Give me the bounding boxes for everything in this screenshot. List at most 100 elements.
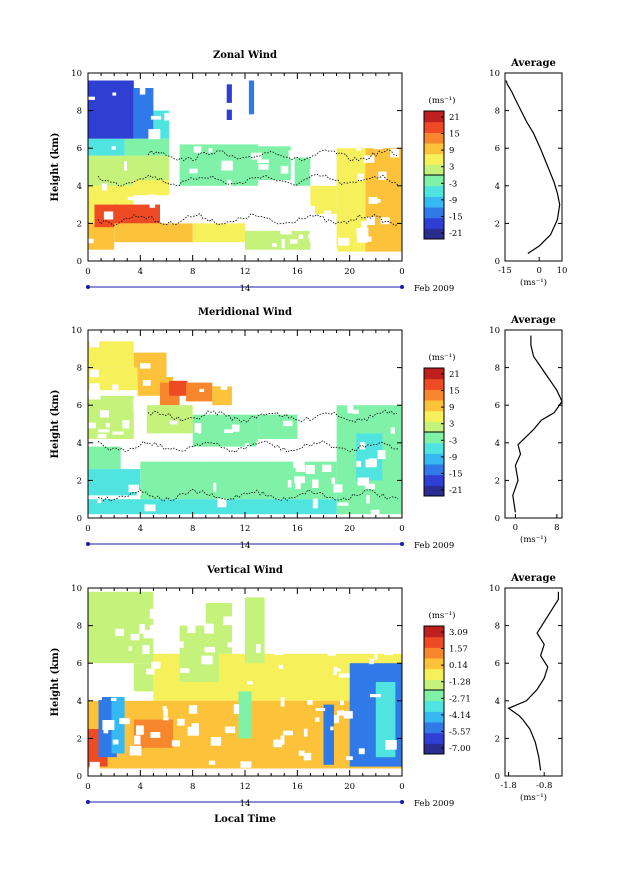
vertical-cell-1 xyxy=(133,663,154,692)
colorbar-swatch xyxy=(424,743,444,755)
zonal-gap xyxy=(278,75,289,83)
meridional-gap xyxy=(135,419,140,427)
zonal-gap xyxy=(111,73,120,78)
meridional-gap xyxy=(217,498,227,508)
xtick-label: 0 xyxy=(85,524,90,534)
meridional-gap xyxy=(315,345,322,352)
zonal-gap xyxy=(354,93,361,104)
vertical-gap xyxy=(339,673,350,678)
ytick-label: 4 xyxy=(77,182,82,192)
meridional-gap xyxy=(144,504,156,512)
zonal-cell-8 xyxy=(179,144,259,186)
meridional-gap xyxy=(197,447,203,453)
meridional-gap xyxy=(287,480,292,488)
vertical-gap xyxy=(334,631,344,640)
xtick-label: 16 xyxy=(292,782,303,792)
colorbar-swatch xyxy=(424,378,444,390)
colorbar-tick-label: -15 xyxy=(449,212,463,222)
meridional-gap xyxy=(299,405,308,416)
zonal-gap xyxy=(258,164,269,170)
zonal-colorbar-unit: (ms⁻¹) xyxy=(429,95,456,106)
meridional-gap xyxy=(213,482,217,492)
zonal-gap xyxy=(112,92,117,96)
vertical-gap xyxy=(98,689,107,694)
meridional-gap xyxy=(386,366,390,371)
zonal-gap xyxy=(356,115,363,125)
vertical-gap xyxy=(303,752,312,761)
vertical-gap xyxy=(346,756,353,761)
avg-ytick-label: 2 xyxy=(495,219,500,229)
colorbar-swatch xyxy=(424,474,444,486)
vertical-gap xyxy=(384,645,393,656)
meridional-gap xyxy=(312,498,318,509)
vertical-gap xyxy=(163,708,168,717)
vertical-gap xyxy=(333,715,339,723)
xtick-label: 12 xyxy=(240,267,251,277)
meridional-gap xyxy=(128,484,140,492)
vertical-gap xyxy=(280,697,285,707)
vertical-gap xyxy=(240,761,252,768)
avg-ytick-label: 6 xyxy=(495,659,500,669)
meridional-gap xyxy=(265,373,272,381)
zonal-contours xyxy=(97,149,399,226)
meridional-gap xyxy=(295,465,306,472)
meridional-gap xyxy=(242,332,251,342)
colorbar-swatch xyxy=(424,228,444,240)
avg-ytick-label: 8 xyxy=(495,364,500,374)
meridional-gap xyxy=(97,433,107,439)
colorbar-swatch xyxy=(424,111,444,123)
meridional-ylabel: Height (km) xyxy=(50,390,61,459)
zonal-cell-18 xyxy=(114,223,193,243)
vertical-gap xyxy=(151,661,161,669)
meridional-gap xyxy=(348,332,352,341)
vertical-gap xyxy=(385,608,395,616)
xtick-label: 20 xyxy=(344,524,355,534)
vertical-gap xyxy=(176,602,183,607)
zonal-gap xyxy=(322,243,330,248)
vertical-gap xyxy=(162,706,167,710)
vertical-gap xyxy=(340,700,344,706)
zonal-gap xyxy=(365,236,372,242)
zonal-gap xyxy=(317,170,327,179)
zonal-gap xyxy=(150,115,162,120)
meridional-gap xyxy=(199,388,205,392)
meridional-gap xyxy=(206,332,213,339)
vertical-gap xyxy=(343,711,353,719)
zonal-gap xyxy=(193,146,202,153)
zonal-gap xyxy=(281,239,285,249)
meridional-gap xyxy=(169,420,178,425)
vertical-gap xyxy=(330,726,334,731)
avg-xtick-label: 8 xyxy=(554,523,559,533)
vertical-gap xyxy=(358,748,365,755)
colorbar-tick-label: -21 xyxy=(449,486,463,496)
vertical-gap xyxy=(210,737,222,746)
vertical-gap xyxy=(153,635,160,643)
vertical-gap xyxy=(204,623,214,634)
meridional-average-title: Average xyxy=(510,315,556,326)
meridional-gap xyxy=(341,399,353,406)
zonal-gap xyxy=(316,96,323,105)
meridional-gap xyxy=(97,499,102,504)
meridional-gap xyxy=(118,334,129,342)
colorbar-swatch xyxy=(424,453,444,465)
vertical-gap xyxy=(139,624,145,634)
zonal-gap xyxy=(250,152,262,160)
meridional-panel: Meridional Wind 0 2 4 6 8 10 Height (km) 0 4 8 12 16… xyxy=(50,307,563,551)
colorbar-swatch xyxy=(424,679,444,691)
vertical-cell-11 xyxy=(238,691,252,739)
meridional-gap xyxy=(359,362,368,369)
vertical-gap xyxy=(278,664,284,669)
vertical-gap xyxy=(333,666,337,676)
meridional-gap xyxy=(333,484,343,493)
meridional-gap xyxy=(231,424,240,432)
colorbar-swatch xyxy=(424,626,444,638)
avg-ytick-label: 4 xyxy=(495,182,500,192)
zonal-gap xyxy=(379,77,390,85)
ytick-label: 2 xyxy=(77,734,82,744)
meridional-contour-line xyxy=(147,409,398,424)
meridional-gap xyxy=(328,331,333,339)
zonal-gap xyxy=(189,168,198,174)
vertical-gap xyxy=(136,725,144,735)
meridional-gap xyxy=(194,423,202,433)
